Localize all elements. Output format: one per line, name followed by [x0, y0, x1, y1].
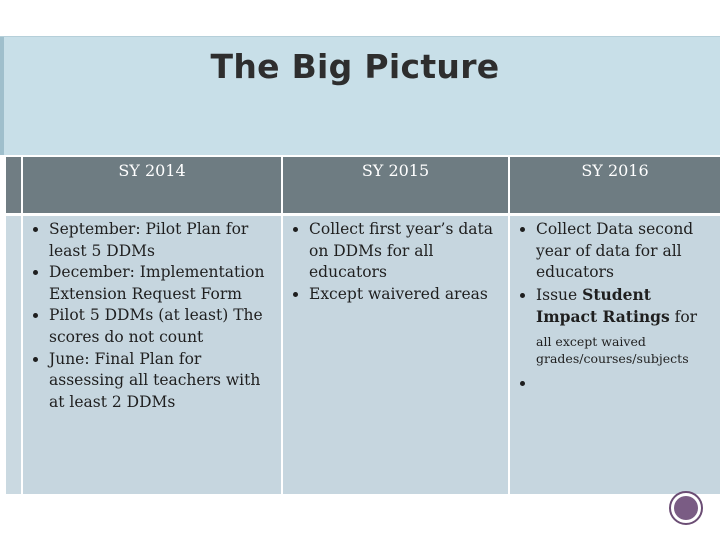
- bullet-item: December: Implementation Extension Reque…: [49, 262, 277, 305]
- empty-bullet: [536, 373, 716, 395]
- cell-sy2016: Collect Data second year of data for all…: [508, 216, 720, 494]
- header-sy2015: SY 2015: [281, 157, 509, 213]
- bold-term: Student Impact Ratings: [536, 284, 670, 327]
- bullet-item: September: Pilot Plan for least 5 DDMs: [49, 219, 277, 262]
- header-row: SY 2014 SY 2015 SY 2016: [6, 157, 720, 213]
- title-band-edge: [0, 37, 4, 155]
- bullet-item: Collect first year’s data on DDMs for al…: [309, 219, 504, 284]
- bullet-item: Collect Data second year of data for all…: [536, 219, 716, 284]
- bullet-list-sy2016: Collect Data second year of data for all…: [514, 219, 716, 329]
- empty-bullet-list: [514, 373, 716, 395]
- row-separator: [6, 213, 720, 216]
- header-sy2016: SY 2016: [508, 157, 720, 213]
- header-sy2014: SY 2014: [21, 157, 282, 213]
- timeline-table: SY 2014 SY 2015 SY 2016 September: Pilot…: [6, 157, 720, 494]
- bullet-list-sy2014: September: Pilot Plan for least 5 DDMs D…: [27, 219, 277, 413]
- row-stripe: [6, 157, 22, 213]
- circle-nav-icon: [674, 496, 698, 520]
- content-row: September: Pilot Plan for least 5 DDMs D…: [6, 216, 720, 494]
- bullet-text: Issue: [536, 285, 583, 304]
- bullet-text: for: [669, 308, 698, 327]
- bullet-item: Pilot 5 DDMs (at least) The scores do no…: [49, 305, 277, 348]
- cell-sy2015: Collect first year’s data on DDMs for al…: [281, 216, 509, 494]
- cell-sy2014: September: Pilot Plan for least 5 DDMs D…: [21, 216, 282, 494]
- waiver-note: all except waived grades/courses/subject…: [536, 333, 689, 366]
- slide-title: The Big Picture: [210, 47, 500, 86]
- bullet-item: Issue Student Impact Ratings for: [536, 284, 716, 329]
- row-stripe: [6, 216, 22, 494]
- separator-row: [6, 213, 720, 216]
- slide-nav-button[interactable]: [669, 491, 703, 525]
- title-band: The Big Picture: [0, 36, 720, 155]
- bullet-item: Except waivered areas: [309, 284, 504, 306]
- bullet-item: June: Final Plan for assessing all teach…: [49, 349, 277, 414]
- bullet-list-sy2015: Collect first year’s data on DDMs for al…: [287, 219, 504, 305]
